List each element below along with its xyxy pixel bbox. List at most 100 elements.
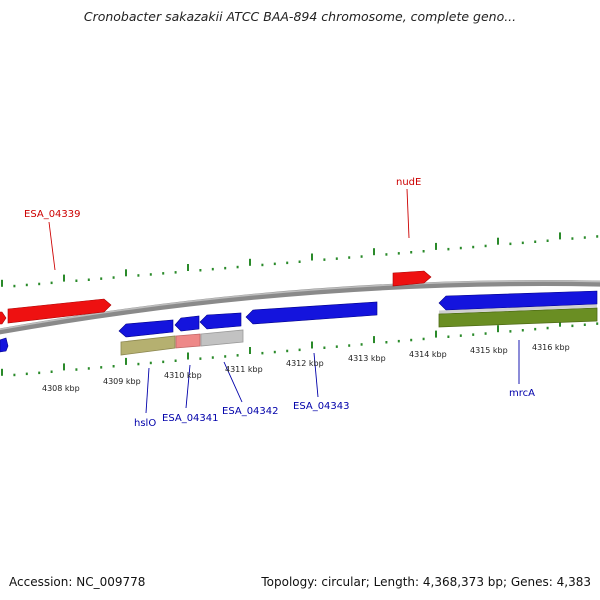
gc-outer-dot: [236, 265, 239, 269]
gc-inner-dot: [13, 373, 16, 377]
gc-outer-dot: [137, 274, 140, 277]
gc-inner-dot: [472, 333, 475, 336]
feature-block-pink[interactable]: [175, 333, 201, 349]
gc-inner-dot: [447, 335, 450, 338]
gene-labels: ESA_04339 nudE hslO ESA_04341 ESA_04342 …: [24, 177, 535, 429]
gc-inner-dot: [261, 351, 264, 355]
feature-block-olive[interactable]: [438, 307, 598, 328]
gc-inner-dot: [249, 347, 251, 354]
gc-inner-dot: [422, 337, 425, 341]
feature-block-tan[interactable]: [120, 335, 176, 356]
gene-arrow-esa-04341[interactable]: [174, 315, 200, 332]
gc-inner-dot: [174, 359, 177, 362]
gc-inner-dot: [546, 326, 549, 330]
gc-inner-dot: [360, 343, 363, 346]
gc-inner-dot: [583, 323, 586, 326]
gene-arrow-esa-04342[interactable]: [199, 312, 242, 330]
gene-label-nude[interactable]: nudE: [396, 177, 421, 188]
gc-inner-dot: [75, 368, 78, 371]
chromosome-backbone: [0, 280, 600, 335]
gc-outer-dot: [211, 267, 214, 271]
gc-track-outer: [1, 232, 599, 288]
gc-outer-dot: [397, 252, 400, 255]
gc-inner-dot: [112, 365, 115, 368]
gc-outer-dot: [112, 276, 115, 279]
gc-inner-dot: [236, 354, 239, 357]
gc-inner-dot: [534, 327, 537, 331]
chromosome-backbone-highlight: [0, 280, 600, 331]
feature-block-grey[interactable]: [200, 329, 244, 347]
gene-arrow-hslo[interactable]: [118, 319, 174, 338]
gc-outer-dot: [87, 278, 90, 281]
gene-arrow-reverse-partial[interactable]: [0, 337, 9, 353]
gc-inner-dot: [410, 338, 413, 342]
gc-outer-dot: [100, 277, 103, 280]
feature-track: [120, 304, 598, 356]
gc-inner-dot: [571, 324, 574, 328]
gc-outer-dot: [435, 242, 437, 250]
gc-outer-dot: [348, 256, 351, 259]
gc-outer-dot: [422, 250, 425, 253]
feature-track-edge: [438, 304, 598, 314]
gc-inner-dot: [25, 372, 28, 376]
gc-inner-dot: [100, 366, 103, 369]
gc-outer-dot: [335, 257, 338, 260]
gene-label-esa-04339[interactable]: ESA_04339: [24, 209, 81, 220]
gc-outer-dot: [559, 232, 561, 240]
gc-inner-dot: [323, 346, 326, 349]
gc-inner-dot: [459, 334, 462, 337]
gc-inner-dot: [497, 325, 499, 333]
gene-label-esa-04342[interactable]: ESA_04342: [222, 406, 279, 417]
gene-arrow-mrca[interactable]: [438, 290, 598, 311]
gc-outer-dot: [50, 281, 53, 285]
gc-inner-dot: [385, 341, 388, 344]
gc-outer-dot: [459, 246, 462, 250]
gc-outer-dot: [261, 263, 264, 267]
genome-summary: Topology: circular; Length: 4,368,373 bp…: [261, 575, 591, 589]
gc-outer-dot: [323, 258, 326, 261]
gc-inner-dot: [521, 329, 524, 332]
gene-label-mrca[interactable]: mrcA: [509, 388, 535, 399]
gene-arrow-esa-04339[interactable]: [7, 298, 112, 324]
gc-inner-dot: [125, 357, 127, 365]
gene-label-esa-04343[interactable]: ESA_04343: [293, 401, 350, 412]
gc-outer-dot: [521, 241, 524, 245]
gc-inner-dot: [1, 368, 3, 376]
gc-outer-dot: [509, 242, 512, 246]
gc-inner-dot: [50, 370, 53, 373]
scale-tick-label: 4309 kbp: [103, 377, 141, 386]
gc-track-inner: [1, 319, 599, 377]
gc-outer-dot: [25, 283, 28, 287]
scale-labels: 4308 kbp 4309 kbp 4310 kbp 4311 kbp 4312…: [42, 343, 570, 393]
scale-tick-label: 4310 kbp: [164, 371, 202, 380]
gc-outer-dot: [162, 272, 165, 275]
gene-arrow-forward-partial[interactable]: [0, 311, 7, 325]
gene-arrow-esa-04343[interactable]: [245, 301, 378, 325]
scale-tick-label: 4311 kbp: [225, 365, 263, 374]
gc-outer-dot: [286, 261, 289, 265]
gc-outer-dot: [298, 260, 301, 263]
accession-label: Accession: NC_009778: [9, 575, 146, 589]
gc-outer-dot: [199, 269, 202, 272]
gene-label-hslo[interactable]: hslO: [134, 418, 156, 429]
gc-outer-dot: [385, 253, 388, 256]
gc-inner-dot: [298, 348, 301, 352]
gene-arrow-nude[interactable]: [392, 270, 432, 287]
gc-outer-dot: [63, 274, 65, 282]
gc-inner-dot: [187, 352, 189, 360]
gene-label-esa-04341[interactable]: ESA_04341: [162, 413, 219, 424]
gc-inner-dot: [335, 345, 338, 348]
gc-inner-dot: [596, 322, 599, 325]
reverse-gene-track: [0, 290, 598, 353]
gc-inner-dot: [199, 357, 202, 360]
gc-outer-dot: [1, 279, 3, 287]
gc-outer-dot: [174, 271, 177, 274]
gc-outer-dot: [360, 255, 363, 258]
gc-outer-dot: [472, 245, 475, 249]
gc-outer-dot: [373, 248, 375, 256]
gc-outer-dot: [447, 247, 450, 251]
gc-outer-dot: [583, 236, 586, 239]
gc-outer-dot: [125, 269, 127, 277]
gc-outer-dot: [534, 240, 537, 243]
